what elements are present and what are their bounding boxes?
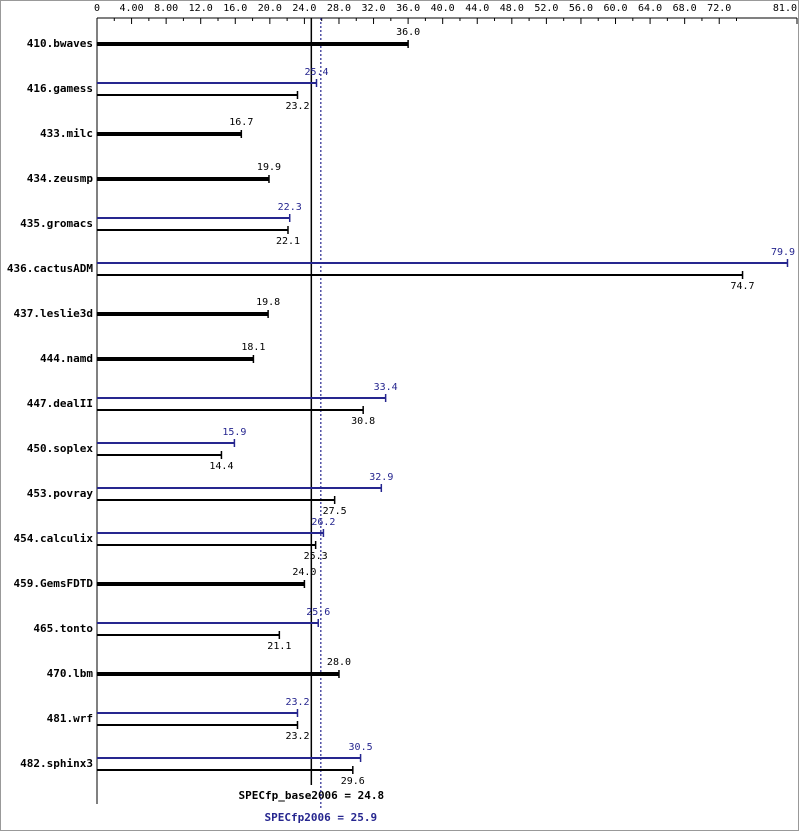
value-label: 30.8 <box>351 416 375 427</box>
category-label: 410.bwaves <box>27 37 93 50</box>
category-label: 465.tonto <box>33 622 93 635</box>
x-tick-label: 16.0 <box>223 3 247 14</box>
value-label: 74.7 <box>731 281 755 292</box>
category-label: 436.cactusADM <box>7 262 93 275</box>
value-label: 24.0 <box>292 567 316 578</box>
x-tick-label: 24.0 <box>292 3 316 14</box>
value-label: 79.9 <box>771 247 795 258</box>
x-tick-label: 72.0 <box>707 3 731 14</box>
value-label: 36.0 <box>396 27 420 38</box>
category-label: 459.GemsFDTD <box>14 577 94 590</box>
value-label: 25.4 <box>304 67 328 78</box>
value-label: 27.5 <box>323 506 347 517</box>
category-label: 434.zeusmp <box>27 172 94 185</box>
x-tick-label: 12.0 <box>189 3 213 14</box>
x-tick-label: 48.0 <box>500 3 524 14</box>
category-label: 435.gromacs <box>20 217 93 230</box>
value-label: 25.3 <box>304 551 328 562</box>
category-label: 453.povray <box>27 487 94 500</box>
value-label: 26.2 <box>311 517 335 528</box>
x-tick-label: 56.0 <box>569 3 593 14</box>
x-tick-label: 68.0 <box>673 3 697 14</box>
value-label: 32.9 <box>369 472 393 483</box>
x-tick-label: 20.0 <box>258 3 282 14</box>
x-tick-label: 8.00 <box>154 3 178 14</box>
category-label: 470.lbm <box>47 667 94 680</box>
x-tick-label: 28.0 <box>327 3 351 14</box>
x-tick-label: 60.0 <box>603 3 627 14</box>
x-tick-label: 4.00 <box>120 3 144 14</box>
value-label: 19.8 <box>256 297 280 308</box>
value-label: 25.6 <box>306 607 330 618</box>
value-label: 18.1 <box>241 342 265 353</box>
category-label: 450.soplex <box>27 442 94 455</box>
x-tick-label: 40.0 <box>431 3 455 14</box>
value-label: 16.7 <box>229 117 253 128</box>
x-tick-label: 64.0 <box>638 3 662 14</box>
x-tick-label: 44.0 <box>465 3 489 14</box>
value-label: 22.3 <box>278 202 302 213</box>
x-tick-label: 32.0 <box>361 3 385 14</box>
value-label: 23.2 <box>285 731 309 742</box>
value-label: 21.1 <box>267 641 291 652</box>
reference-label: SPECfp2006 = 25.9 <box>265 811 378 824</box>
value-label: 23.2 <box>285 101 309 112</box>
x-tick-label: 81.0 <box>773 3 797 14</box>
category-label: 416.gamess <box>27 82 93 95</box>
category-label: 447.dealII <box>27 397 93 410</box>
value-label: 23.2 <box>285 697 309 708</box>
category-label: 437.leslie3d <box>14 307 93 320</box>
value-label: 33.4 <box>374 382 398 393</box>
value-label: 19.9 <box>257 162 281 173</box>
category-label: 433.milc <box>40 127 93 140</box>
x-tick-label: 52.0 <box>534 3 558 14</box>
category-label: 454.calculix <box>14 532 94 545</box>
value-label: 14.4 <box>209 461 233 472</box>
value-label: 22.1 <box>276 236 300 247</box>
x-tick-label: 36.0 <box>396 3 420 14</box>
value-label: 29.6 <box>341 776 365 787</box>
category-label: 444.namd <box>40 352 93 365</box>
value-label: 28.0 <box>327 657 351 668</box>
reference-label: SPECfp_base2006 = 24.8 <box>238 789 384 802</box>
category-label: 482.sphinx3 <box>20 757 93 770</box>
x-tick-label: 0 <box>94 3 100 14</box>
value-label: 30.5 <box>349 742 373 753</box>
category-label: 481.wrf <box>47 712 93 725</box>
value-label: 15.9 <box>222 427 246 438</box>
